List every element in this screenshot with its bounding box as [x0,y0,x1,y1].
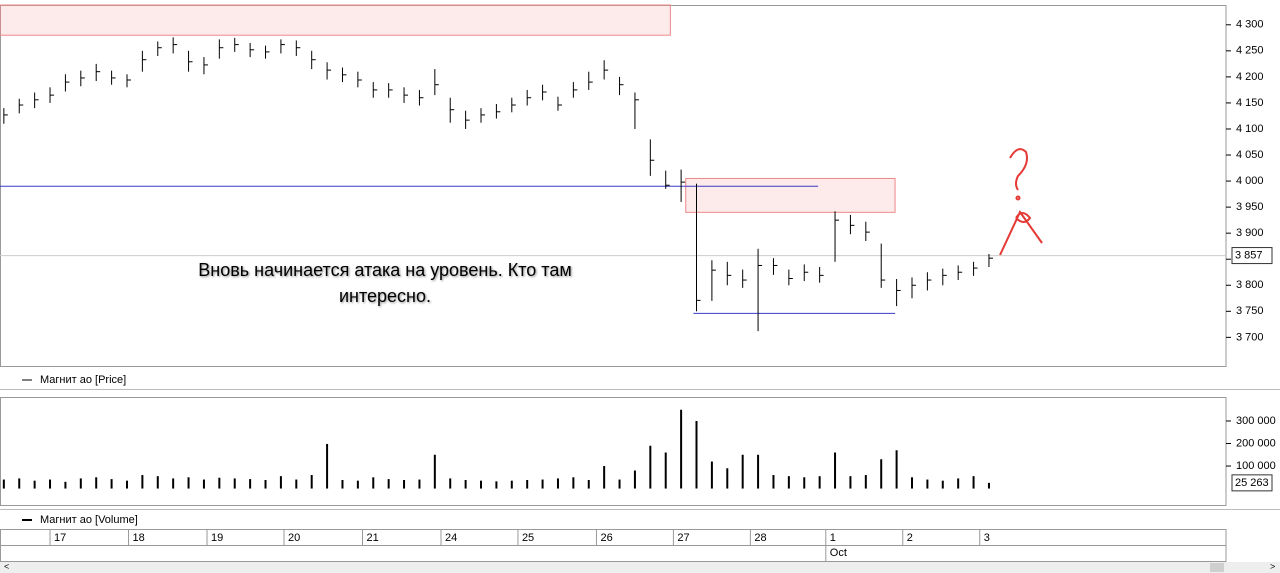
y-tick-label: 3 700 [1236,331,1264,343]
y-tick-label: 200 000 [1236,437,1276,449]
x-tick-label: 2 [907,532,913,544]
scroll-thumb[interactable] [1210,563,1224,572]
arrow-sketch [999,210,1043,256]
y-tick-label: 3 750 [1236,305,1264,317]
x-tick-label: 19 [211,532,223,544]
x-tick-label: 1 [830,532,836,544]
x-tick-label: 3 [984,532,990,544]
question-dot [1015,195,1021,201]
x-tick-label: 26 [600,532,612,544]
annotation: интересно. [339,286,431,306]
y-tick-label: 300 000 [1236,415,1276,427]
last-value-box [1231,474,1273,492]
last-price-label: 3 857 [1235,249,1263,261]
month-label: Oct [830,547,847,559]
hand-drawing [999,148,1043,256]
y-tick-label: 4 300 [1236,19,1264,31]
legend: Магнит ао [Price] [40,374,126,386]
x-tick-label: 24 [445,532,457,544]
scrollbar[interactable] [0,562,1280,573]
y-tick-label: 4 200 [1236,71,1264,83]
annotation: Вновь начинается атака на уровень. Кто т… [198,260,571,280]
question-mark [1009,148,1028,191]
x-tick-label: 27 [677,532,689,544]
scroll-left[interactable]: < [4,561,9,571]
y-tick-label: 4 250 [1236,45,1264,57]
y-tick-label: 3 950 [1236,201,1264,213]
volume-pane [0,397,1227,506]
x-tick-label: 28 [754,532,766,544]
x-tick-label: 17 [54,532,66,544]
y-tick-label: 100 000 [1236,460,1276,472]
y-tick-label: 4 150 [1236,97,1264,109]
y-tick-label: 3 800 [1236,279,1264,291]
last-value-label: 25 263 [1235,477,1269,489]
zone [685,177,896,213]
x-tick-label: 21 [366,532,378,544]
scroll-right[interactable]: > [1270,561,1275,571]
zone [0,4,671,36]
y-tick-label: 4 050 [1236,149,1264,161]
x-tick-label: 25 [522,532,534,544]
last-price-box [1231,247,1273,265]
x-tick-label: 18 [133,532,145,544]
y-tick-label: 3 900 [1236,227,1264,239]
legend: Магнит ао [Volume] [40,514,138,526]
y-tick-label: 4 000 [1236,175,1264,187]
x-tick-label: 20 [288,532,300,544]
y-tick-label: 4 100 [1236,123,1264,135]
